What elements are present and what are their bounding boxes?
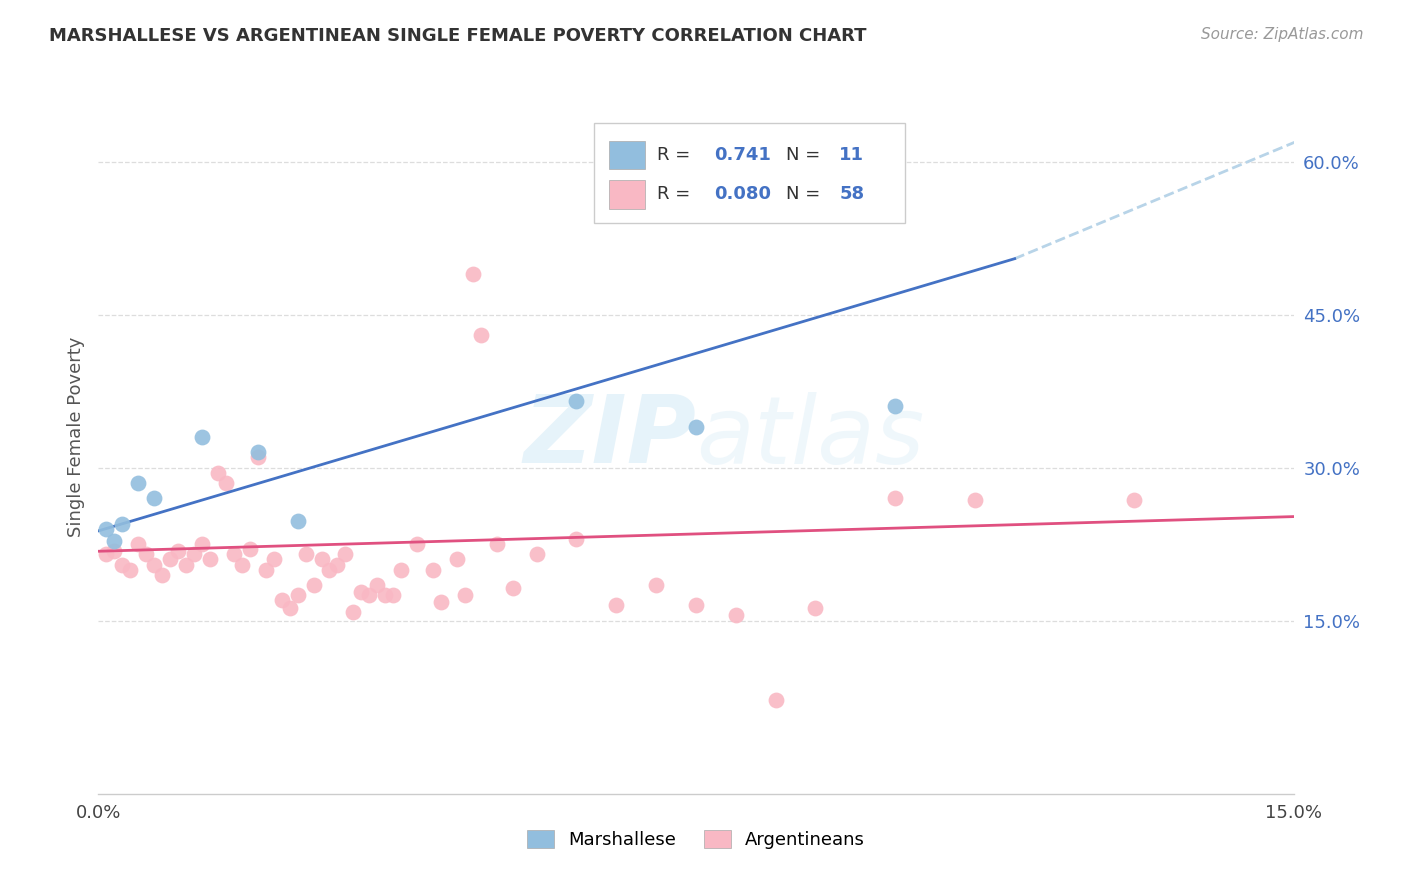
Point — [215, 475, 238, 490]
Point — [159, 552, 181, 566]
Point — [111, 558, 134, 572]
Point — [96, 547, 118, 561]
Point — [374, 588, 396, 602]
Point — [143, 491, 166, 506]
Point — [239, 542, 262, 557]
Point — [461, 267, 484, 281]
Point — [382, 588, 405, 602]
Point — [366, 578, 388, 592]
Point — [222, 547, 245, 561]
Point — [270, 593, 292, 607]
Point — [884, 491, 907, 506]
Text: R =: R = — [657, 146, 696, 164]
Point — [254, 563, 277, 577]
Point — [359, 588, 381, 602]
Y-axis label: Single Female Poverty: Single Female Poverty — [66, 337, 84, 537]
Text: Source: ZipAtlas.com: Source: ZipAtlas.com — [1201, 27, 1364, 42]
Point — [183, 547, 205, 561]
Point — [406, 537, 429, 551]
Point — [565, 532, 588, 546]
Point — [422, 563, 444, 577]
Point — [350, 585, 373, 599]
Point — [565, 394, 588, 409]
Point — [685, 420, 707, 434]
Text: R =: R = — [657, 186, 696, 203]
Text: MARSHALLESE VS ARGENTINEAN SINGLE FEMALE POVERTY CORRELATION CHART: MARSHALLESE VS ARGENTINEAN SINGLE FEMALE… — [49, 27, 866, 45]
Point — [318, 563, 340, 577]
Point — [605, 599, 627, 613]
Text: 0.741: 0.741 — [714, 146, 770, 164]
Point — [103, 534, 125, 549]
Point — [335, 547, 357, 561]
Point — [207, 466, 229, 480]
Point — [103, 544, 125, 558]
Point — [191, 430, 214, 444]
Point — [1123, 493, 1146, 508]
Point — [127, 475, 149, 490]
Point — [502, 581, 524, 595]
Point — [884, 400, 907, 414]
Point — [311, 552, 333, 566]
Point — [263, 552, 285, 566]
Point — [526, 547, 548, 561]
Point — [389, 563, 412, 577]
Point — [485, 537, 508, 551]
FancyBboxPatch shape — [609, 180, 644, 209]
Point — [765, 693, 787, 707]
Point — [143, 558, 166, 572]
Point — [294, 547, 316, 561]
Text: 0.080: 0.080 — [714, 186, 770, 203]
Point — [120, 563, 142, 577]
Legend: Marshallese, Argentineans: Marshallese, Argentineans — [520, 822, 872, 856]
Point — [645, 578, 668, 592]
Point — [198, 552, 221, 566]
Point — [724, 608, 747, 623]
Text: 11: 11 — [839, 146, 865, 164]
Text: 58: 58 — [839, 186, 865, 203]
Point — [287, 514, 309, 528]
Point — [446, 552, 468, 566]
Point — [278, 601, 301, 615]
Point — [174, 558, 197, 572]
Point — [150, 567, 173, 582]
Point — [430, 595, 453, 609]
Point — [96, 522, 118, 536]
Text: ZIP: ZIP — [523, 391, 696, 483]
Point — [135, 547, 157, 561]
Point — [246, 445, 269, 459]
Point — [127, 537, 149, 551]
Point — [167, 544, 190, 558]
Point — [302, 578, 325, 592]
Point — [326, 558, 349, 572]
Point — [111, 516, 134, 531]
Point — [454, 588, 477, 602]
Point — [804, 601, 827, 615]
Point — [191, 537, 214, 551]
Point — [246, 450, 269, 465]
Point — [470, 328, 492, 343]
Point — [685, 599, 707, 613]
Point — [342, 606, 364, 620]
Point — [287, 588, 309, 602]
FancyBboxPatch shape — [609, 141, 644, 169]
FancyBboxPatch shape — [595, 123, 905, 223]
Text: N =: N = — [786, 186, 825, 203]
Text: N =: N = — [786, 146, 825, 164]
Point — [963, 493, 986, 508]
Point — [231, 558, 253, 572]
Text: atlas: atlas — [696, 392, 924, 483]
